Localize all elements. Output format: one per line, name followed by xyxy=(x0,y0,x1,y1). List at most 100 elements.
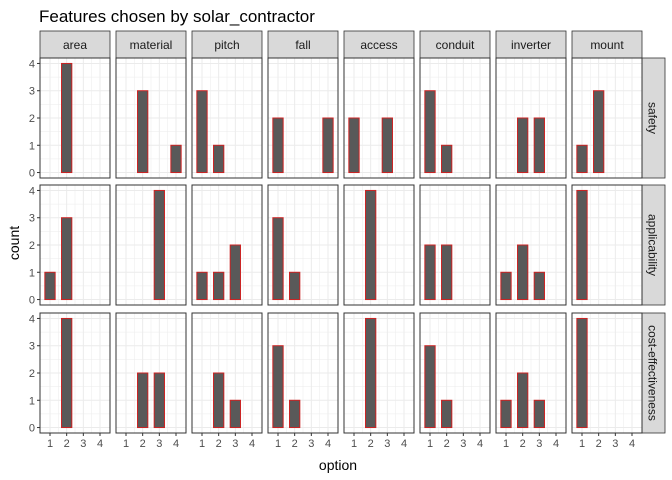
panel-safety-mount xyxy=(571,57,643,179)
column-strip-label: inverter xyxy=(511,38,551,52)
panel-border xyxy=(495,57,567,179)
column-strip-label: mount xyxy=(590,38,624,52)
y-tick-label: 3 xyxy=(29,86,35,98)
x-tick-label: 3 xyxy=(80,438,86,450)
column-strip-bg xyxy=(115,30,187,59)
panel-applicability-area xyxy=(39,184,111,306)
panel-cost-effectiveness-material xyxy=(115,312,187,434)
bar xyxy=(517,372,529,429)
bar xyxy=(153,372,165,429)
panel-safety-access xyxy=(343,57,415,179)
row-strip-safety: safety xyxy=(639,57,666,179)
panel-cost-effectiveness-inverter xyxy=(495,312,567,434)
y-tick-label: 0 xyxy=(29,168,35,180)
bar xyxy=(348,117,360,174)
x-tick-label: 4 xyxy=(97,438,103,450)
x-tick-label: 4 xyxy=(325,438,331,450)
bar xyxy=(441,144,453,174)
column-strip-bg xyxy=(495,30,567,59)
bar xyxy=(153,189,165,301)
x-tick-label: 2 xyxy=(368,438,374,450)
bar xyxy=(533,399,545,429)
x-tick-label: 2 xyxy=(140,438,146,450)
column-strip-label: fall xyxy=(295,38,310,52)
y-tick-label: 3 xyxy=(29,341,35,353)
panel-cost-effectiveness-fall xyxy=(267,312,339,434)
panel-border xyxy=(267,312,339,434)
column-strip-bg xyxy=(571,30,643,59)
bar xyxy=(533,271,545,301)
row-strip-cost-effectiveness: cost-effectiveness xyxy=(639,312,666,434)
bar xyxy=(441,244,453,301)
panel-border xyxy=(343,312,415,434)
x-tick-label: 4 xyxy=(629,438,635,450)
bar xyxy=(365,189,377,301)
x-tick-label: 1 xyxy=(275,438,281,450)
panel-border xyxy=(267,184,339,306)
bar xyxy=(137,90,149,174)
bar xyxy=(381,117,393,174)
bar xyxy=(213,144,225,174)
column-strip-bg xyxy=(343,30,415,59)
row-strip-bg xyxy=(639,57,666,179)
panel-applicability-fall xyxy=(267,184,339,306)
bar xyxy=(322,117,334,174)
x-tick-label: 4 xyxy=(173,438,179,450)
bar xyxy=(272,217,284,301)
column-strip-bg xyxy=(191,30,263,59)
row-strip-label: safety xyxy=(646,102,660,134)
column-strip-label: access xyxy=(360,38,397,52)
panel-border xyxy=(115,57,187,179)
y-tick-label: 2 xyxy=(29,368,35,380)
x-tick-label: 2 xyxy=(444,438,450,450)
panel-border xyxy=(343,184,415,306)
y-axis-cost-effectiveness: 0 1 2 3 4 xyxy=(29,313,40,435)
bar xyxy=(272,345,284,429)
bar xyxy=(533,117,545,174)
bar xyxy=(424,90,436,174)
panel-border xyxy=(571,184,643,306)
bar xyxy=(500,399,512,429)
panel-border xyxy=(267,57,339,179)
y-tick-label: 2 xyxy=(29,240,35,252)
column-strip-material: material xyxy=(115,30,187,59)
panel-border xyxy=(419,184,491,306)
panel-applicability-material xyxy=(115,184,187,306)
x-tick-label: 1 xyxy=(47,438,53,450)
column-strip-access: access xyxy=(343,30,415,59)
panel-border xyxy=(115,184,187,306)
panel-safety-conduit xyxy=(419,57,491,179)
bar xyxy=(229,399,241,429)
x-tick-label: 3 xyxy=(612,438,618,450)
x-tick-label: 1 xyxy=(427,438,433,450)
x-tick-label: 2 xyxy=(292,438,298,450)
y-tick-label: 4 xyxy=(29,58,35,70)
column-strip-label: conduit xyxy=(436,38,475,52)
bar xyxy=(196,271,208,301)
chart-title: Features chosen by solar_contractor xyxy=(39,7,315,26)
panel-border xyxy=(495,312,567,434)
panel-safety-pitch xyxy=(191,57,263,179)
x-tick-label: 3 xyxy=(384,438,390,450)
y-tick-label: 1 xyxy=(29,140,35,152)
bar xyxy=(229,244,241,301)
bar xyxy=(170,144,182,174)
bar xyxy=(576,317,588,429)
column-strip-conduit: conduit xyxy=(419,30,491,59)
x-tick-label: 3 xyxy=(232,438,238,450)
x-tick-label: 2 xyxy=(520,438,526,450)
bar xyxy=(44,271,56,301)
x-tick-label: 1 xyxy=(199,438,205,450)
panel-border xyxy=(115,312,187,434)
bar xyxy=(593,90,605,174)
x-tick-label: 4 xyxy=(553,438,559,450)
panel-border xyxy=(571,312,643,434)
y-tick-label: 4 xyxy=(29,313,35,325)
bar xyxy=(137,372,149,429)
panel-safety-area xyxy=(39,57,111,179)
column-strip-bg xyxy=(39,30,111,59)
bar xyxy=(272,117,284,174)
column-strip-mount: mount xyxy=(571,30,643,59)
